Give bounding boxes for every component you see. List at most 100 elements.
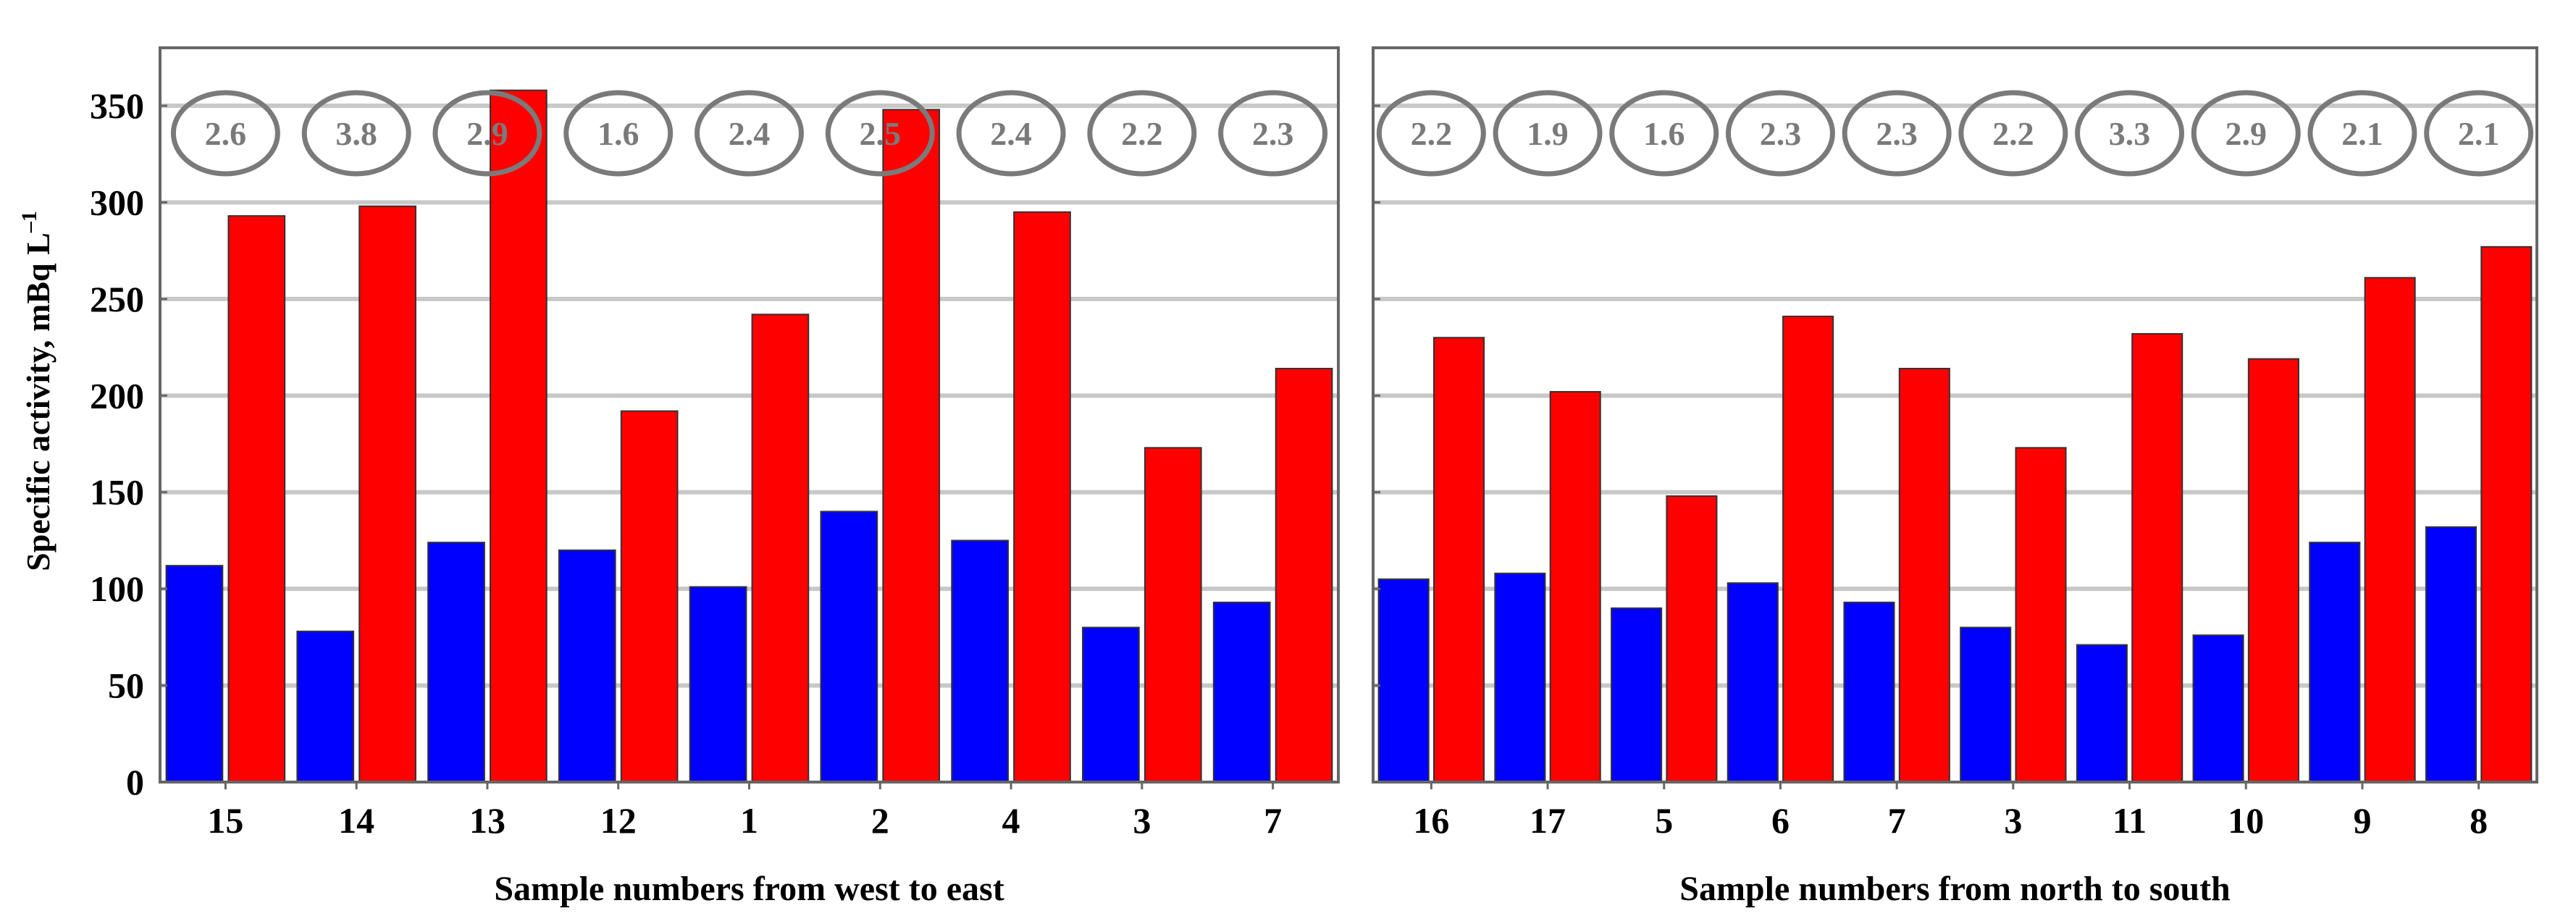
x-axis-title: Sample numbers from west to east xyxy=(494,870,1004,908)
bar-red-11 xyxy=(2131,332,2183,783)
ratio-label-2: 2.5 xyxy=(860,115,902,152)
y-tick-label-50: 50 xyxy=(108,665,144,706)
ratio-label-1: 2.4 xyxy=(729,115,771,152)
x-tick-label-16: 16 xyxy=(1413,800,1449,841)
panel-north-to-south: 2.2 16 1.9 17 1.6 5 2.3 6 2.3 7 2.2 3 3.3 11 2.9 10 2.1 9… xyxy=(1372,46,2538,908)
bar-red-4 xyxy=(1013,211,1071,783)
bar-red-1 xyxy=(751,314,810,783)
ratio-label-16: 2.2 xyxy=(1411,115,1453,152)
y-tick-label-300: 300 xyxy=(90,182,144,222)
y-axis-title: Specific activity, mBq L–1 xyxy=(17,211,56,571)
bar-blue-12 xyxy=(558,549,616,784)
bar-red-7 xyxy=(1275,367,1333,783)
ratio-ellipse-8 xyxy=(2424,90,2534,177)
ratio-label-9: 2.1 xyxy=(2341,115,2383,152)
ratio-label-7: 2.3 xyxy=(1876,115,1918,152)
x-tick-label-3: 3 xyxy=(2004,800,2022,841)
bar-blue-4 xyxy=(951,539,1009,784)
y-tick-label-250: 250 xyxy=(90,279,144,319)
x-tick-label-7: 7 xyxy=(1264,800,1282,841)
bar-blue-15 xyxy=(165,565,224,783)
bar-red-6 xyxy=(1782,315,1834,783)
bar-blue-11 xyxy=(2076,644,2128,784)
x-axis-title: Sample numbers from north to south xyxy=(1679,870,2231,908)
x-tick-label-13: 13 xyxy=(469,800,505,841)
ratio-ellipse-1 xyxy=(695,90,804,177)
bar-blue-8 xyxy=(2425,526,2478,783)
bar-blue-7 xyxy=(1843,601,1895,784)
x-tick-label-9: 9 xyxy=(2353,800,2371,841)
x-tick-label-15: 15 xyxy=(207,800,243,841)
x-tick-label-17: 17 xyxy=(1530,800,1566,841)
bar-blue-9 xyxy=(2309,542,2361,783)
x-tick-label-1: 1 xyxy=(740,800,758,841)
x-tick-label-6: 6 xyxy=(1771,800,1790,841)
ratio-ellipse-7 xyxy=(1218,90,1328,177)
x-tick-label-7: 7 xyxy=(1888,800,1906,841)
ratio-label-3: 2.2 xyxy=(1121,115,1163,152)
ratio-label-8: 2.1 xyxy=(2458,115,2500,152)
bar-red-12 xyxy=(620,410,679,783)
y-tick-label-100: 100 xyxy=(90,568,144,609)
bar-blue-3 xyxy=(1960,626,2012,783)
ratio-ellipse-12 xyxy=(563,90,674,177)
ratio-ellipse-13 xyxy=(432,90,542,177)
bar-blue-14 xyxy=(296,630,355,783)
ratio-ellipse-3 xyxy=(1087,90,1197,177)
ratio-label-15: 2.6 xyxy=(205,115,247,152)
x-tick-label-12: 12 xyxy=(600,800,637,841)
bar-red-15 xyxy=(227,215,286,783)
bar-blue-16 xyxy=(1377,578,1430,783)
ratio-label-14: 3.8 xyxy=(335,115,377,152)
ratio-label-13: 2.9 xyxy=(466,115,508,152)
ratio-ellipse-6 xyxy=(1725,90,1835,177)
ratio-ellipse-17 xyxy=(1493,90,1603,177)
ratio-label-12: 1.6 xyxy=(597,115,639,152)
bar-red-13 xyxy=(490,89,547,783)
bar-blue-6 xyxy=(1727,582,1779,784)
ratio-label-17: 1.9 xyxy=(1527,115,1569,152)
ratio-ellipse-16 xyxy=(1376,90,1486,177)
ratio-ellipse-4 xyxy=(956,90,1066,177)
y-tick-label-150: 150 xyxy=(90,472,144,513)
bar-red-10 xyxy=(2247,358,2299,783)
x-tick-label-2: 2 xyxy=(871,800,889,841)
x-tick-label-5: 5 xyxy=(1655,800,1673,841)
bar-blue-7 xyxy=(1212,601,1271,784)
panel-west-to-east: 2.6 15 3.8 14 2.9 13 1.6 12 2.4 1 2.5 2 2.4 4 2.2 3 2.3 7… xyxy=(90,46,1340,908)
x-tick-label-10: 10 xyxy=(2228,800,2264,841)
bar-blue-2 xyxy=(820,511,878,784)
ratio-ellipse-9 xyxy=(2307,90,2417,177)
ratio-label-10: 2.9 xyxy=(2225,115,2267,152)
plot-frame xyxy=(159,46,1340,784)
bar-red-3 xyxy=(1144,447,1202,783)
x-tick-label-4: 4 xyxy=(1002,800,1020,841)
bar-red-16 xyxy=(1432,337,1485,783)
x-tick-label-14: 14 xyxy=(338,800,374,841)
ratio-ellipse-14 xyxy=(301,90,411,177)
ratio-ellipse-10 xyxy=(2191,90,2301,177)
bar-red-9 xyxy=(2364,277,2416,783)
bar-blue-10 xyxy=(2192,634,2244,784)
x-tick-label-11: 11 xyxy=(2113,800,2147,841)
ratio-ellipse-5 xyxy=(1609,90,1719,177)
bar-blue-3 xyxy=(1082,626,1140,783)
x-tick-label-8: 8 xyxy=(2470,800,2488,841)
ratio-ellipse-7 xyxy=(1842,90,1952,177)
ratio-label-4: 2.4 xyxy=(990,115,1032,152)
bar-blue-17 xyxy=(1494,572,1546,784)
ratio-label-5: 1.6 xyxy=(1643,115,1685,152)
x-tick-label-3: 3 xyxy=(1133,800,1151,841)
bar-red-3 xyxy=(2015,447,2067,783)
plot-frame xyxy=(1372,46,2538,784)
ratio-label-11: 3.3 xyxy=(2109,115,2151,152)
ratio-ellipse-15 xyxy=(170,90,280,177)
bar-red-7 xyxy=(1898,367,1950,783)
bar-blue-1 xyxy=(689,586,747,784)
bar-red-5 xyxy=(1666,495,1718,783)
y-axis-title-text: Specific activity, mBq L xyxy=(20,232,56,571)
ratio-label-7: 2.3 xyxy=(1252,115,1294,152)
ratio-label-6: 2.3 xyxy=(1760,115,1802,152)
bar-blue-13 xyxy=(427,542,485,783)
